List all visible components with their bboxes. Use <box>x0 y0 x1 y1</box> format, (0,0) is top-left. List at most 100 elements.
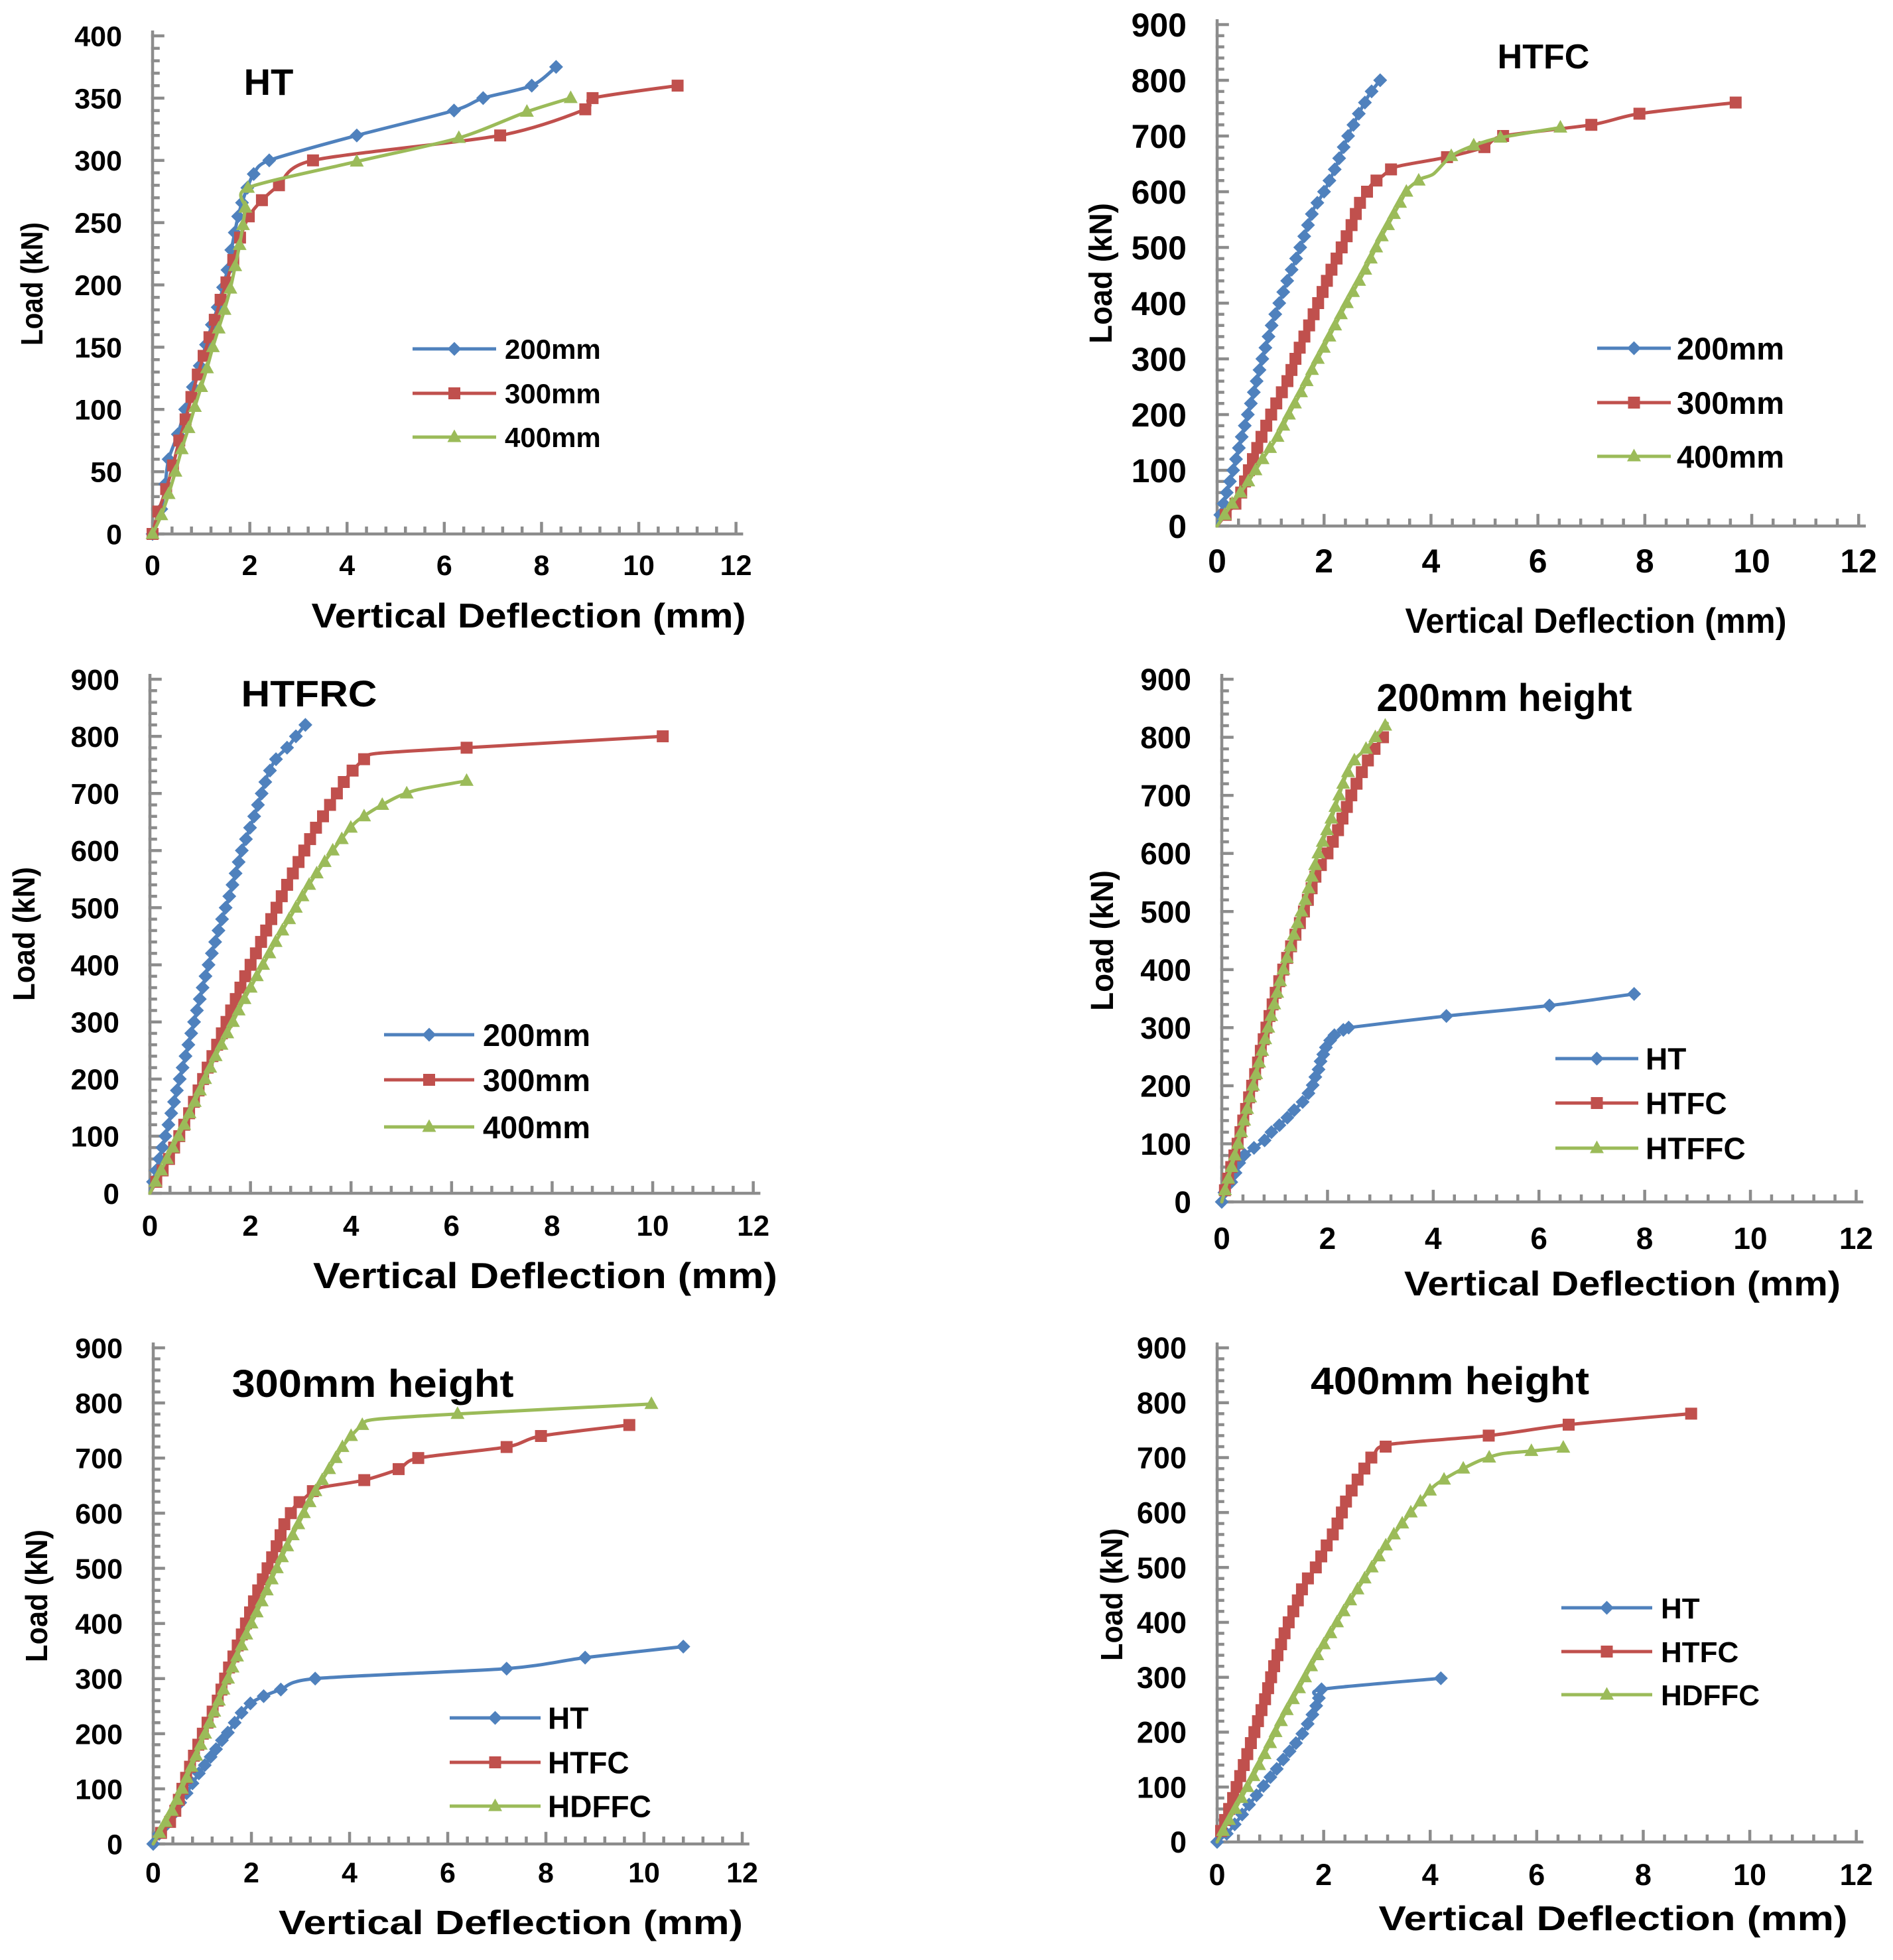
svg-text:400mm: 400mm <box>483 1110 590 1145</box>
svg-text:300: 300 <box>1137 1661 1187 1695</box>
svg-text:0: 0 <box>145 550 161 582</box>
svg-text:2: 2 <box>1315 1858 1332 1892</box>
svg-text:400mm: 400mm <box>505 422 601 453</box>
svg-text:0: 0 <box>1208 543 1226 580</box>
svg-text:12: 12 <box>1840 1858 1873 1892</box>
svg-text:200mm: 200mm <box>1677 331 1784 366</box>
svg-text:0: 0 <box>1168 508 1187 545</box>
svg-text:700: 700 <box>71 778 119 811</box>
svg-text:900: 900 <box>1132 7 1187 44</box>
svg-text:0: 0 <box>142 1210 158 1242</box>
svg-text:300: 300 <box>1140 1011 1191 1045</box>
svg-text:0: 0 <box>107 1829 123 1861</box>
svg-text:200: 200 <box>71 1064 119 1096</box>
svg-text:HT: HT <box>1661 1593 1700 1625</box>
svg-text:4: 4 <box>1425 1221 1442 1256</box>
svg-text:600: 600 <box>1140 836 1191 871</box>
svg-text:8: 8 <box>544 1210 560 1242</box>
svg-text:700: 700 <box>1137 1441 1187 1475</box>
svg-text:0: 0 <box>1208 1858 1225 1892</box>
svg-text:4: 4 <box>343 1210 359 1242</box>
svg-text:Load (kN): Load (kN) <box>7 867 41 1001</box>
svg-text:10: 10 <box>628 1857 660 1889</box>
svg-text:400: 400 <box>75 1608 123 1640</box>
svg-text:Load (kN): Load (kN) <box>15 222 49 346</box>
svg-text:Vertical Deflection (mm): Vertical Deflection (mm) <box>279 1904 743 1941</box>
svg-text:2: 2 <box>242 550 258 582</box>
svg-text:Vertical Deflection (mm): Vertical Deflection (mm) <box>313 1255 777 1296</box>
svg-text:HTFRC: HTFRC <box>241 673 377 714</box>
svg-text:300: 300 <box>74 145 122 177</box>
svg-text:6: 6 <box>1529 543 1547 580</box>
svg-text:400: 400 <box>1137 1606 1187 1640</box>
svg-text:800: 800 <box>1140 720 1191 755</box>
svg-text:8: 8 <box>1635 1858 1652 1892</box>
svg-text:100: 100 <box>1137 1770 1187 1804</box>
svg-text:150: 150 <box>74 332 122 364</box>
svg-text:HTFC: HTFC <box>1661 1636 1738 1669</box>
svg-text:8: 8 <box>538 1857 554 1889</box>
svg-text:4: 4 <box>1422 1858 1439 1892</box>
svg-text:2: 2 <box>242 1210 258 1242</box>
svg-text:800: 800 <box>75 1388 123 1420</box>
svg-text:700: 700 <box>1140 779 1191 813</box>
svg-text:Load (kN): Load (kN) <box>1085 870 1120 1011</box>
svg-text:12: 12 <box>737 1210 769 1242</box>
svg-text:8: 8 <box>1636 543 1654 580</box>
svg-text:Vertical Deflection (mm): Vertical Deflection (mm) <box>1405 602 1787 641</box>
svg-text:100: 100 <box>1132 452 1187 490</box>
svg-text:12: 12 <box>1840 543 1877 580</box>
svg-text:200: 200 <box>74 270 122 302</box>
svg-text:8: 8 <box>533 550 549 582</box>
svg-text:200: 200 <box>1137 1716 1187 1750</box>
svg-text:6: 6 <box>436 550 452 582</box>
svg-text:700: 700 <box>75 1443 123 1475</box>
svg-text:300mm: 300mm <box>483 1063 590 1098</box>
svg-text:800: 800 <box>1132 62 1187 99</box>
svg-text:HTFC: HTFC <box>548 1746 629 1780</box>
svg-text:Vertical Deflection (mm): Vertical Deflection (mm) <box>1404 1265 1841 1303</box>
svg-text:4: 4 <box>342 1857 358 1889</box>
svg-text:2: 2 <box>1319 1221 1337 1256</box>
svg-text:500: 500 <box>71 892 119 925</box>
svg-text:0: 0 <box>1170 1825 1187 1859</box>
svg-text:250: 250 <box>74 208 122 239</box>
svg-text:HT: HT <box>1646 1042 1686 1077</box>
svg-text:500: 500 <box>1140 895 1191 929</box>
svg-text:10: 10 <box>637 1210 669 1242</box>
svg-text:100: 100 <box>74 395 122 426</box>
svg-text:700: 700 <box>1132 118 1187 155</box>
svg-text:900: 900 <box>75 1333 123 1365</box>
svg-text:HT: HT <box>244 61 294 103</box>
svg-text:350: 350 <box>74 83 122 115</box>
svg-text:400: 400 <box>71 949 119 982</box>
svg-text:0: 0 <box>1174 1185 1191 1220</box>
svg-text:300mm: 300mm <box>505 378 601 409</box>
svg-text:500: 500 <box>75 1553 123 1585</box>
svg-text:600: 600 <box>71 835 119 868</box>
svg-text:Load (kN): Load (kN) <box>1084 203 1119 344</box>
svg-text:200mm: 200mm <box>483 1017 590 1053</box>
svg-text:10: 10 <box>1733 543 1770 580</box>
svg-text:6: 6 <box>1530 1221 1547 1256</box>
svg-text:600: 600 <box>75 1498 123 1530</box>
svg-text:0: 0 <box>103 1178 119 1210</box>
svg-text:6: 6 <box>444 1210 460 1242</box>
svg-text:800: 800 <box>1137 1386 1187 1420</box>
svg-text:12: 12 <box>1839 1221 1873 1256</box>
svg-text:200: 200 <box>1140 1069 1191 1103</box>
svg-text:200mm height: 200mm height <box>1377 677 1632 720</box>
svg-text:0: 0 <box>106 519 122 551</box>
svg-text:100: 100 <box>1140 1127 1191 1161</box>
svg-text:100: 100 <box>75 1774 123 1805</box>
svg-text:50: 50 <box>90 457 122 489</box>
svg-text:10: 10 <box>623 550 655 582</box>
svg-text:200: 200 <box>75 1719 123 1750</box>
svg-text:Vertical Deflection (mm): Vertical Deflection (mm) <box>1379 1900 1848 1938</box>
svg-text:400: 400 <box>74 21 122 53</box>
svg-text:0: 0 <box>1213 1221 1230 1256</box>
svg-text:Vertical Deflection (mm): Vertical Deflection (mm) <box>312 597 746 635</box>
svg-text:2: 2 <box>243 1857 259 1889</box>
svg-text:600: 600 <box>1132 174 1187 211</box>
svg-text:300: 300 <box>1132 341 1187 378</box>
